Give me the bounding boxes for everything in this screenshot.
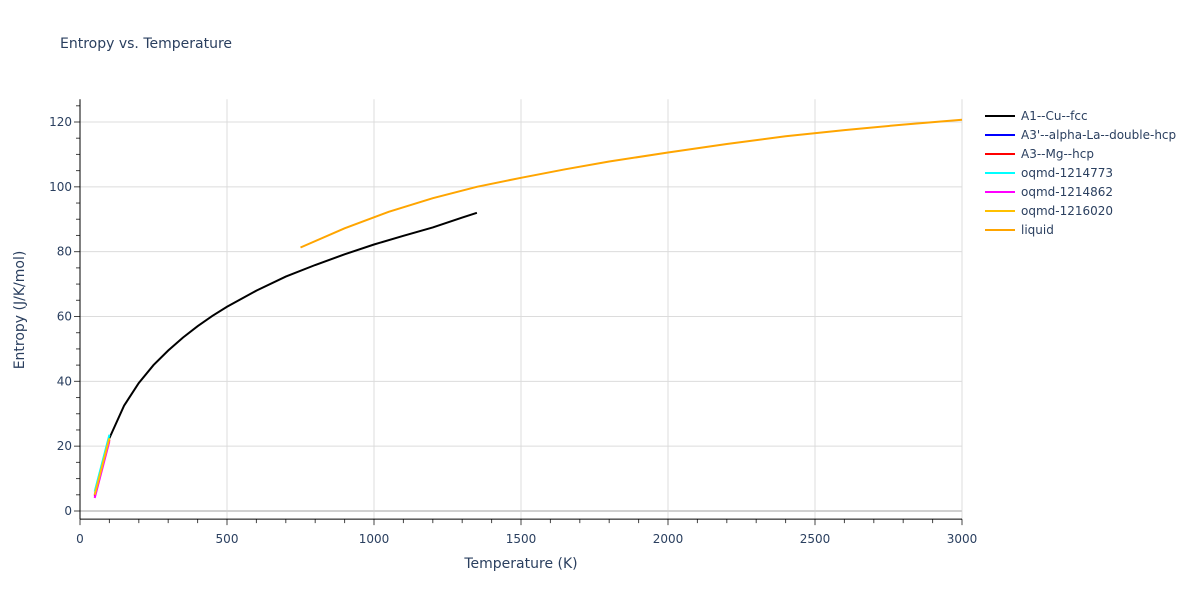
series-line	[300, 118, 963, 249]
legend-swatch-icon	[985, 190, 1015, 193]
y-tick-label: 100	[49, 180, 72, 194]
y-tick-label: 20	[57, 439, 72, 453]
legend-label: A3--Mg--hcp	[1021, 146, 1094, 161]
legend-label: oqmd-1214862	[1021, 184, 1114, 199]
y-tick-label: 80	[57, 245, 72, 259]
axes: 0 500 1000 1500 2000 2500 3000 0 20 40 60 80 100 120	[49, 99, 977, 546]
y-tick-label: 40	[57, 374, 72, 388]
legend-swatch-icon	[985, 114, 1015, 117]
y-tick-label: 120	[49, 115, 72, 129]
legend-label: liquid	[1021, 222, 1054, 237]
legend-label: oqmd-1216020	[1021, 203, 1114, 218]
legend-swatch-icon	[985, 228, 1015, 231]
x-tick-label: 3000	[947, 532, 978, 546]
legend-label: A1--Cu--fcc	[1021, 108, 1088, 123]
legend-swatch-icon	[985, 152, 1015, 155]
legend-swatch-icon	[985, 171, 1015, 174]
x-tick-label: 0	[76, 532, 84, 546]
chart-title: Entropy vs. Temperature	[60, 36, 233, 52]
legend-item[interactable]: A3--Mg--hcp	[985, 144, 1176, 163]
legend-item[interactable]: liquid	[985, 220, 1176, 239]
y-tick-label: 0	[64, 504, 72, 518]
legend-item[interactable]: oqmd-1214862	[985, 182, 1176, 201]
x-tick-label: 2500	[800, 532, 831, 546]
x-tick-label: 1500	[506, 532, 537, 546]
legend-item[interactable]: oqmd-1216020	[985, 201, 1176, 220]
y-axis-title: Entropy (J/K/mol)	[12, 251, 28, 370]
y-tick-label: 60	[57, 310, 72, 324]
gridlines	[80, 99, 963, 520]
legend-item[interactable]: A3'--alpha-La--double-hcp	[985, 125, 1176, 144]
x-tick-label: 1000	[359, 532, 390, 546]
series-line	[108, 211, 478, 439]
series-line	[93, 437, 111, 496]
legend-swatch-icon	[985, 133, 1015, 136]
legend-item[interactable]: oqmd-1214773	[985, 163, 1176, 182]
data-lines	[93, 118, 963, 499]
legend-item[interactable]: A1--Cu--fcc	[985, 106, 1176, 125]
legend: A1--Cu--fcc A3'--alpha-La--double-hcp A3--…	[985, 106, 1176, 239]
x-tick-label: 500	[216, 532, 239, 546]
x-tick-label: 2000	[653, 532, 684, 546]
legend-label: A3'--alpha-La--double-hcp	[1021, 127, 1177, 142]
legend-label: oqmd-1214773	[1021, 165, 1114, 180]
x-axis-title: Temperature (K)	[463, 556, 577, 572]
legend-swatch-icon	[985, 209, 1015, 212]
